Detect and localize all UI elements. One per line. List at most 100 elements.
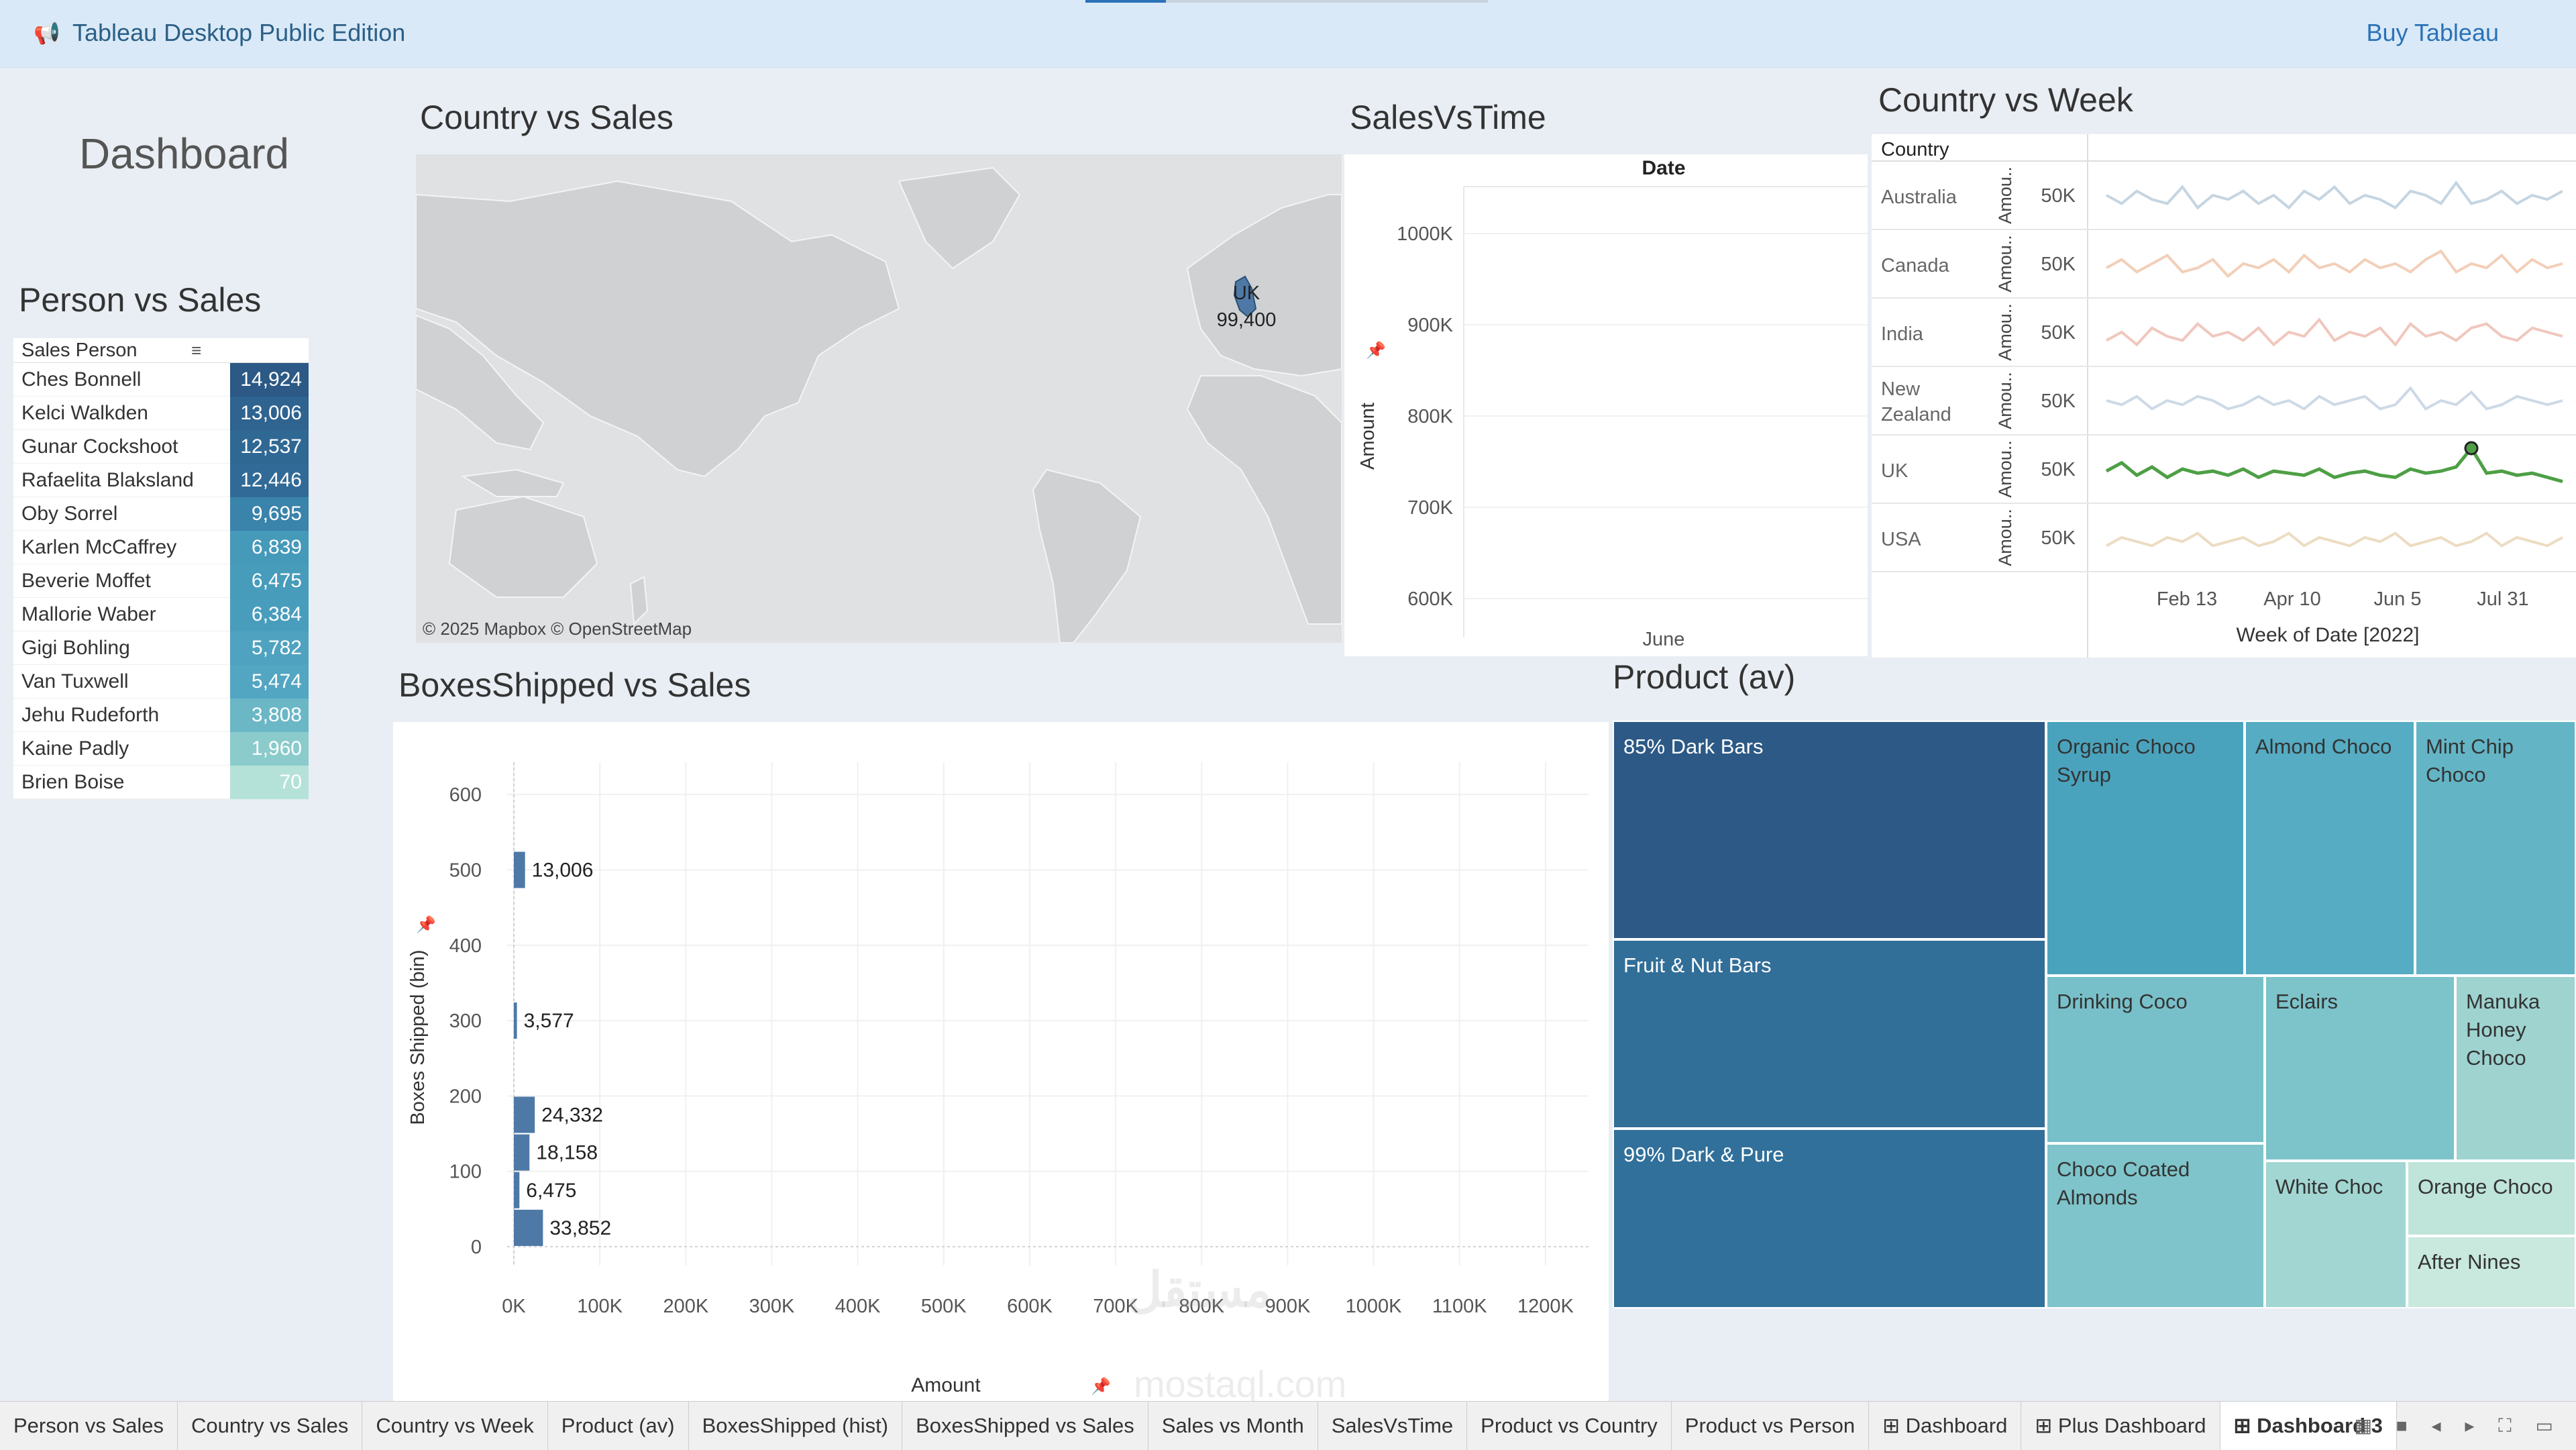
sheet-tab[interactable]: Product (av): [548, 1402, 689, 1450]
country-series-line: [2105, 445, 2563, 484]
country-label: USA: [1881, 529, 1921, 550]
treemap-cell[interactable]: 99% Dark & Pure: [1613, 1129, 2046, 1308]
product-label: Orange Choco: [2418, 1175, 2553, 1198]
histogram-bar: [514, 1002, 517, 1039]
sheet-tab[interactable]: SalesVsTime: [1318, 1402, 1468, 1450]
table-row[interactable]: Gigi Bohling 5,782: [13, 631, 309, 665]
table-row[interactable]: Brien Boise 70: [13, 766, 309, 799]
sales-value: 3,808: [229, 698, 309, 732]
product-av-title: Product (av): [1613, 658, 1796, 696]
product-label: Drinking Coco: [2057, 990, 2188, 1013]
sheet-tab[interactable]: BoxesShipped vs Sales: [902, 1402, 1148, 1450]
histogram-bar: [514, 1134, 530, 1171]
treemap-cell[interactable]: Eclairs: [2265, 976, 2455, 1161]
australia-shape: [448, 495, 598, 598]
north-america-shape: [416, 180, 900, 478]
x-tick-label: 400K: [835, 1296, 881, 1317]
table-row[interactable]: Beverie Moffet 6,475: [13, 564, 309, 598]
product-treemap[interactable]: 85% Dark Bars Fruit & Nut Bars 99% Dark & …: [1613, 721, 2576, 1308]
map-credit[interactable]: © 2025 Mapbox © OpenStreetMap: [423, 619, 692, 639]
table-row[interactable]: Rafaelita Blaksland 12,446: [13, 464, 309, 497]
table-row[interactable]: Ches Bonnell 14,924: [13, 363, 309, 397]
table-row[interactable]: Kaine Padly 1,960: [13, 732, 309, 766]
axis-label: Amou..: [1995, 303, 2015, 361]
treemap-cell[interactable]: After Nines: [2407, 1236, 2576, 1308]
sheet-nav-icons[interactable]: ▦ ■ ◂ ▸ ⛶ ▭: [2354, 1415, 2563, 1436]
uk-label: UK: [1233, 282, 1260, 304]
sheet-tab[interactable]: Sales vs Month: [1148, 1402, 1318, 1450]
sales-person-name: Gunar Cockshoot: [13, 430, 230, 464]
table-row[interactable]: Van Tuxwell 5,474: [13, 665, 309, 698]
x-tick-label: Jul 31: [2477, 588, 2528, 610]
sheet-tab[interactable]: Person vs Sales: [0, 1402, 178, 1450]
y-tick-label: 900K: [1407, 315, 1453, 336]
sales-value: 9,695: [229, 497, 309, 531]
product-label: Fruit & Nut Bars: [1623, 953, 1772, 977]
x-tick-label: Jun 5: [2374, 588, 2422, 610]
histogram-bar: [514, 1209, 543, 1246]
uk-shape: [1233, 275, 1257, 318]
greenland-shape: [898, 166, 1021, 270]
treemap-cell[interactable]: Choco Coated Almonds: [2046, 1143, 2265, 1308]
treemap-cell[interactable]: White Choc: [2265, 1161, 2407, 1308]
south-america-shape: [1032, 468, 1142, 643]
sales-vs-time-chart[interactable]: Date 1000K 900K 800K 700K 600K Amount 📌 June: [1344, 154, 1868, 656]
sheet-tab[interactable]: BoxesShipped (hist): [689, 1402, 903, 1450]
boxes-vs-sales-title: BoxesShipped vs Sales: [398, 666, 751, 704]
sales-vs-time-title: SalesVsTime: [1350, 99, 1546, 136]
bar-value-label: 3,577: [524, 1010, 574, 1032]
pin-icon: 📌: [416, 915, 436, 934]
asia-shape: [416, 314, 545, 451]
treemap-cell[interactable]: Almond Choco: [2245, 721, 2415, 976]
treemap-cell[interactable]: 85% Dark Bars: [1613, 721, 2046, 939]
table-row[interactable]: Mallorie Waber 6,384: [13, 598, 309, 631]
product-label: Eclairs: [2275, 990, 2339, 1013]
treemap-cell[interactable]: Organic Choco Syrup: [2046, 721, 2245, 976]
treemap-cell[interactable]: Mint Chip Choco: [2415, 721, 2576, 976]
world-map[interactable]: UK 99,400: [416, 154, 1342, 643]
sort-icon[interactable]: ≡: [191, 340, 202, 360]
top-bar: [0, 0, 2576, 68]
sheet-tab[interactable]: ⊞ Plus Dashboard: [2021, 1402, 2220, 1450]
treemap-cell[interactable]: Drinking Coco: [2046, 976, 2265, 1143]
product-label: Organic Choco Syrup: [2057, 735, 2196, 786]
treemap-cell[interactable]: Manuka Honey Choco: [2455, 976, 2576, 1161]
sheet-tab[interactable]: Product vs Country: [1467, 1402, 1672, 1450]
sheet-tab[interactable]: Product vs Person: [1672, 1402, 1870, 1450]
y-tick-label: 400: [449, 935, 482, 957]
country-series-line: [2106, 317, 2563, 347]
sheet-tab[interactable]: ⊞ Dashboard 3: [2220, 1402, 2397, 1450]
table-row[interactable]: Gunar Cockshoot 12,537: [13, 430, 309, 464]
table-row[interactable]: Jehu Rudeforth 3,808: [13, 698, 309, 732]
product-label: Manuka Honey Choco: [2466, 990, 2540, 1070]
sheet-tab[interactable]: Country vs Sales: [178, 1402, 363, 1450]
sales-person-name: Beverie Moffet: [13, 564, 230, 598]
product-label: Almond Choco: [2255, 735, 2392, 758]
person-vs-sales-title: Person vs Sales: [19, 281, 262, 319]
sales-value: 6,384: [229, 598, 309, 631]
histogram-bar: [514, 1096, 535, 1133]
table-row[interactable]: Oby Sorrel 9,695: [13, 497, 309, 531]
y-axis-ticks: 1000K 900K 800K 700K 600K: [1397, 223, 1868, 610]
buy-tableau-link[interactable]: Buy Tableau: [2366, 19, 2500, 46]
sales-value: 6,839: [229, 531, 309, 564]
x-axis-label: Week of Date [2022]: [2237, 624, 2420, 646]
header-sales-person: Sales Person: [21, 340, 138, 361]
country-vs-week-chart[interactable]: Country Australia Amou.. 50K Canada Amou.. 50K…: [1872, 134, 2576, 658]
table-row[interactable]: Karlen McCaffrey 6,839: [13, 531, 309, 564]
sales-person-name: Mallorie Waber: [13, 598, 230, 631]
table-header[interactable]: Sales Person ≡: [13, 338, 309, 363]
tick-label: 50K: [2041, 391, 2076, 412]
sheet-tab[interactable]: ⊞ Dashboard: [1869, 1402, 2022, 1450]
y-tick-label: 600K: [1407, 588, 1453, 610]
progress-indicator: [1085, 0, 1166, 3]
treemap-cell[interactable]: Orange Choco: [2407, 1161, 2576, 1236]
table-row[interactable]: Kelci Walkden 13,006: [13, 397, 309, 430]
sales-person-name: Jehu Rudeforth: [13, 698, 230, 732]
treemap-cell[interactable]: Fruit & Nut Bars: [1613, 939, 2046, 1129]
sales-value: 5,474: [229, 665, 309, 698]
y-tick-label: 500: [449, 860, 482, 881]
person-vs-sales-table: Sales Person ≡ Ches Bonnell 14,924 Kelci W…: [13, 338, 309, 799]
sheet-tab[interactable]: Country vs Week: [362, 1402, 548, 1450]
boxes-vs-sales-chart[interactable]: 0K 100K 200K 300K 400K 500K 600K 700K 800K 900K 10…: [393, 722, 1609, 1401]
